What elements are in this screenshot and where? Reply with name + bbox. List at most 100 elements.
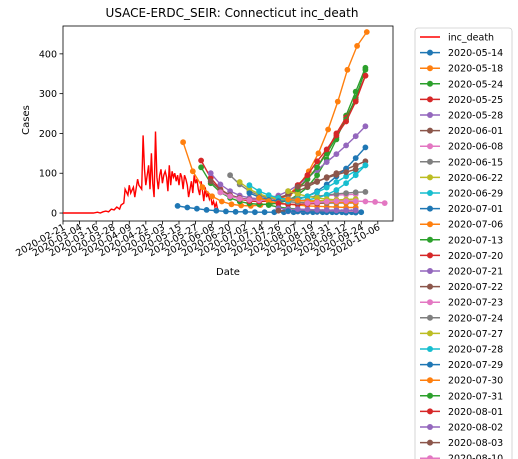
legend: inc_death 2020-05-14 2020-05-18 2020-05-24 2… bbox=[414, 27, 513, 459]
data-point-2020-07-27 bbox=[294, 191, 301, 197]
data-point-2020-05-18 bbox=[325, 126, 331, 133]
plot-series bbox=[63, 29, 388, 216]
data-point-2020-06-29 bbox=[333, 187, 340, 193]
data-point-2020-05-18 bbox=[315, 150, 322, 157]
y-tick-label: 400 bbox=[39, 49, 57, 60]
data-point-2020-06-22 bbox=[236, 179, 243, 185]
data-point-2020-07-01 bbox=[352, 155, 359, 162]
legend-label: 2020-06-22 bbox=[448, 173, 503, 184]
data-point-2020-08-01 bbox=[362, 72, 369, 79]
legend-label: 2020-07-20 bbox=[448, 251, 503, 262]
x-axis-label: Date bbox=[216, 267, 240, 278]
data-point-2020-08-10 bbox=[314, 199, 320, 206]
series-line-2020-05-25 bbox=[200, 75, 367, 203]
data-point-2020-07-13 bbox=[265, 202, 272, 209]
legend-marker bbox=[427, 392, 433, 399]
data-point-2020-06-08 bbox=[236, 195, 243, 202]
data-point-2020-06-29 bbox=[246, 182, 253, 189]
legend-label: 2020-07-28 bbox=[448, 345, 503, 356]
legend-label: 2020-07-23 bbox=[448, 298, 503, 309]
data-point-2020-08-01 bbox=[323, 146, 330, 153]
data-point-2020-08-02 bbox=[343, 207, 349, 214]
data-point-2020-05-14 bbox=[223, 208, 229, 215]
data-point-2020-08-03 bbox=[294, 183, 301, 190]
data-point-2020-08-01 bbox=[314, 158, 320, 165]
data-point-2020-06-15 bbox=[227, 172, 234, 179]
legend-marker bbox=[427, 361, 433, 368]
legend-label: 2020-07-13 bbox=[448, 235, 503, 246]
data-point-2020-06-08 bbox=[246, 197, 253, 203]
legend-label: 2020-08-03 bbox=[448, 438, 503, 449]
legend-label: 2020-06-15 bbox=[448, 157, 503, 168]
data-point-2020-05-14 bbox=[232, 208, 239, 215]
data-point-2020-08-10 bbox=[352, 198, 359, 205]
legend-label: 2020-07-21 bbox=[448, 267, 503, 278]
legend-label: 2020-06-29 bbox=[448, 189, 503, 200]
legend-label: 2020-05-14 bbox=[448, 48, 503, 59]
legend-marker bbox=[427, 65, 433, 72]
data-point-2020-06-08 bbox=[217, 189, 224, 196]
data-point-2020-08-02 bbox=[304, 206, 311, 213]
legend-marker bbox=[427, 299, 433, 306]
plot-frame bbox=[62, 25, 394, 222]
legend-label: inc_death bbox=[448, 33, 494, 44]
data-point-2020-06-29 bbox=[256, 188, 262, 195]
legend-marker bbox=[427, 314, 433, 321]
data-point-2020-07-29 bbox=[285, 208, 291, 215]
data-point-2020-08-02 bbox=[323, 207, 330, 213]
legend-marker bbox=[427, 112, 433, 118]
data-point-2020-07-30 bbox=[285, 196, 291, 203]
data-point-2020-05-24 bbox=[198, 164, 205, 171]
legend-label: 2020-06-01 bbox=[448, 126, 503, 137]
legend-label: 2020-08-10 bbox=[448, 454, 503, 459]
data-point-2020-08-03 bbox=[333, 171, 340, 178]
legend-marker bbox=[427, 205, 433, 212]
legend-label: 2020-07-24 bbox=[448, 313, 503, 324]
data-point-2020-08-03 bbox=[352, 166, 359, 173]
legend-marker bbox=[427, 455, 433, 459]
legend-label: 2020-07-22 bbox=[448, 282, 503, 293]
data-point-2020-05-28 bbox=[352, 133, 359, 140]
y-tick-label: 200 bbox=[39, 129, 57, 140]
series-line-2020-05-28 bbox=[210, 125, 366, 200]
data-point-2020-07-01 bbox=[246, 190, 253, 197]
x-axis: 2020-02-212020-03-042020-03-162020-03-28… bbox=[14, 221, 382, 259]
data-point-2020-06-29 bbox=[265, 192, 272, 199]
legend-marker bbox=[427, 96, 433, 103]
data-point-2020-08-10 bbox=[381, 200, 388, 207]
data-point-2020-06-15 bbox=[362, 189, 369, 195]
legend-label: 2020-06-08 bbox=[448, 142, 503, 153]
data-point-2020-08-03 bbox=[343, 169, 349, 176]
series-line-inc-death bbox=[63, 131, 219, 214]
data-point-2020-05-14 bbox=[184, 204, 191, 211]
data-point-2020-06-29 bbox=[323, 191, 330, 198]
data-point-2020-06-15 bbox=[343, 190, 349, 197]
data-point-2020-06-01 bbox=[362, 158, 369, 165]
data-point-2020-05-18 bbox=[189, 168, 196, 175]
data-point-2020-08-03 bbox=[323, 175, 330, 181]
data-point-2020-05-14 bbox=[261, 209, 268, 216]
data-point-2020-06-01 bbox=[352, 162, 359, 169]
data-point-2020-07-28 bbox=[333, 179, 340, 185]
legend-marker bbox=[427, 174, 433, 181]
data-point-2020-08-10 bbox=[362, 198, 369, 205]
data-point-2020-05-28 bbox=[207, 170, 214, 177]
data-point-2020-08-02 bbox=[333, 207, 340, 214]
data-point-2020-07-28 bbox=[362, 162, 369, 169]
data-point-2020-07-06 bbox=[256, 195, 262, 201]
legend-marker bbox=[427, 221, 433, 228]
data-point-2020-05-25 bbox=[198, 157, 205, 164]
legend-marker bbox=[427, 283, 433, 290]
data-point-2020-08-01 bbox=[343, 118, 349, 125]
legend-label: 2020-07-27 bbox=[448, 329, 503, 340]
data-point-2020-07-28 bbox=[343, 173, 349, 180]
legend-label: 2020-07-29 bbox=[448, 360, 503, 371]
legend-marker bbox=[427, 158, 433, 165]
data-point-2020-05-14 bbox=[174, 203, 181, 209]
data-point-2020-06-15 bbox=[352, 189, 359, 196]
legend-box bbox=[414, 27, 513, 459]
data-point-2020-07-30 bbox=[294, 197, 301, 204]
data-point-2020-06-29 bbox=[343, 180, 349, 187]
y-tick-label: 300 bbox=[39, 89, 57, 100]
